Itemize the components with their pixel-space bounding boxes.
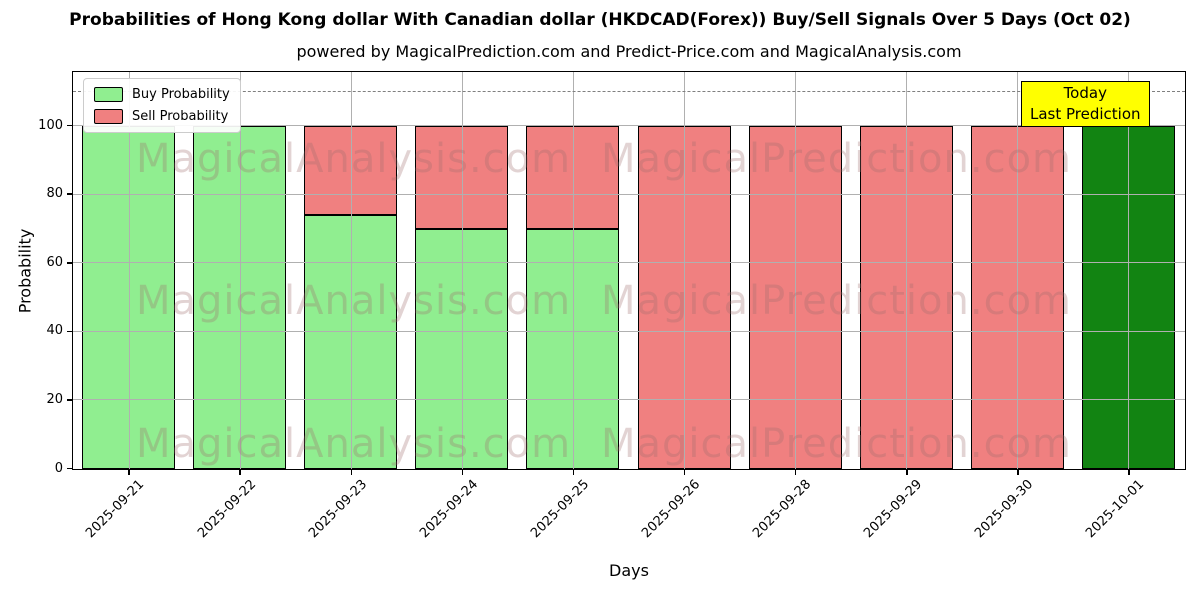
watermark-text: MagicalAnalysis.com	[136, 421, 572, 467]
y-tick-mark	[67, 330, 72, 333]
legend-swatch	[94, 87, 123, 102]
x-tick-mark	[350, 470, 352, 475]
x-tick-mark	[683, 470, 686, 475]
x-tick-label-text: 2025-09-21	[83, 477, 148, 542]
watermark-text: MagicalPrediction.com	[601, 421, 1072, 467]
v-gridline	[684, 72, 686, 469]
v-gridline	[1128, 72, 1130, 469]
h-gridline	[73, 193, 1185, 195]
legend: Buy Probability Sell Probability	[83, 78, 241, 133]
y-axis-label: Probability	[15, 228, 35, 314]
watermark-text: MagicalAnalysis.com	[136, 136, 572, 182]
today-annotation: Today Last Prediction	[1021, 81, 1150, 127]
h-gridline	[73, 399, 1185, 401]
chart-subtitle: powered by MagicalPrediction.com and Pre…	[296, 42, 962, 61]
legend-label: Sell Probability	[132, 108, 229, 124]
x-tick-label-text: 2025-09-22	[194, 477, 259, 542]
x-tick-label-text: 2025-09-26	[639, 477, 704, 542]
watermark-text: MagicalAnalysis.com	[136, 278, 572, 324]
x-tick-label-text: 2025-10-01	[1083, 477, 1148, 542]
y-tick-label: 20	[46, 391, 63, 407]
x-tick-mark	[1017, 470, 1019, 475]
threshold-dashed-line	[73, 90, 1185, 92]
y-tick-label: 40	[46, 323, 63, 339]
x-tick-label-text: 2025-09-30	[972, 477, 1037, 542]
y-tick-mark	[67, 467, 72, 470]
x-tick-mark	[794, 470, 797, 475]
x-tick-label-text: 2025-09-29	[861, 477, 926, 542]
v-gridline	[350, 72, 352, 469]
y-tick-mark	[67, 262, 72, 264]
x-tick-mark	[128, 470, 130, 475]
watermark-text: MagicalPrediction.com	[601, 278, 1072, 324]
y-tick-label: 0	[54, 460, 63, 476]
legend-label: Buy Probability	[132, 86, 230, 102]
v-gridline	[572, 72, 574, 469]
h-gridline	[73, 262, 1185, 264]
v-gridline	[906, 72, 908, 469]
y-tick-label: 60	[46, 254, 63, 270]
plot-area: MagicalAnalysis.com MagicalPrediction.com…	[72, 71, 1186, 470]
x-tick-mark	[1128, 470, 1130, 475]
chart-title: Probabilities of Hong Kong dollar With C…	[69, 10, 1131, 30]
x-tick-label-text: 2025-09-23	[305, 477, 370, 542]
x-axis-label: Days	[609, 561, 649, 580]
v-gridline	[795, 72, 797, 469]
x-tick-mark	[572, 470, 575, 475]
y-tick-label: 80	[46, 186, 63, 202]
h-gridline	[73, 330, 1185, 332]
watermark-text: MagicalPrediction.com	[601, 136, 1072, 182]
today-annotation-line1: Today	[1063, 84, 1107, 102]
v-gridline	[239, 72, 241, 469]
legend-entry: Buy Probability	[94, 87, 230, 102]
y-tick-mark	[67, 124, 72, 127]
x-tick-mark	[461, 470, 464, 475]
v-gridline	[1017, 72, 1019, 469]
legend-entry: Sell Probability	[94, 109, 230, 124]
legend-swatch	[94, 109, 123, 124]
today-annotation-line2: Last Prediction	[1030, 105, 1141, 123]
h-gridline	[73, 125, 1185, 127]
x-tick-mark	[906, 470, 908, 475]
x-tick-mark	[239, 470, 241, 475]
v-gridline	[128, 72, 130, 469]
x-tick-label-text: 2025-09-24	[416, 477, 481, 542]
x-tick-label-text: 2025-09-25	[528, 477, 593, 542]
v-gridline	[461, 72, 463, 469]
y-tick-mark	[67, 399, 72, 401]
y-tick-label: 100	[38, 117, 63, 133]
x-tick-label-text: 2025-09-28	[750, 477, 815, 542]
y-tick-mark	[67, 193, 72, 195]
